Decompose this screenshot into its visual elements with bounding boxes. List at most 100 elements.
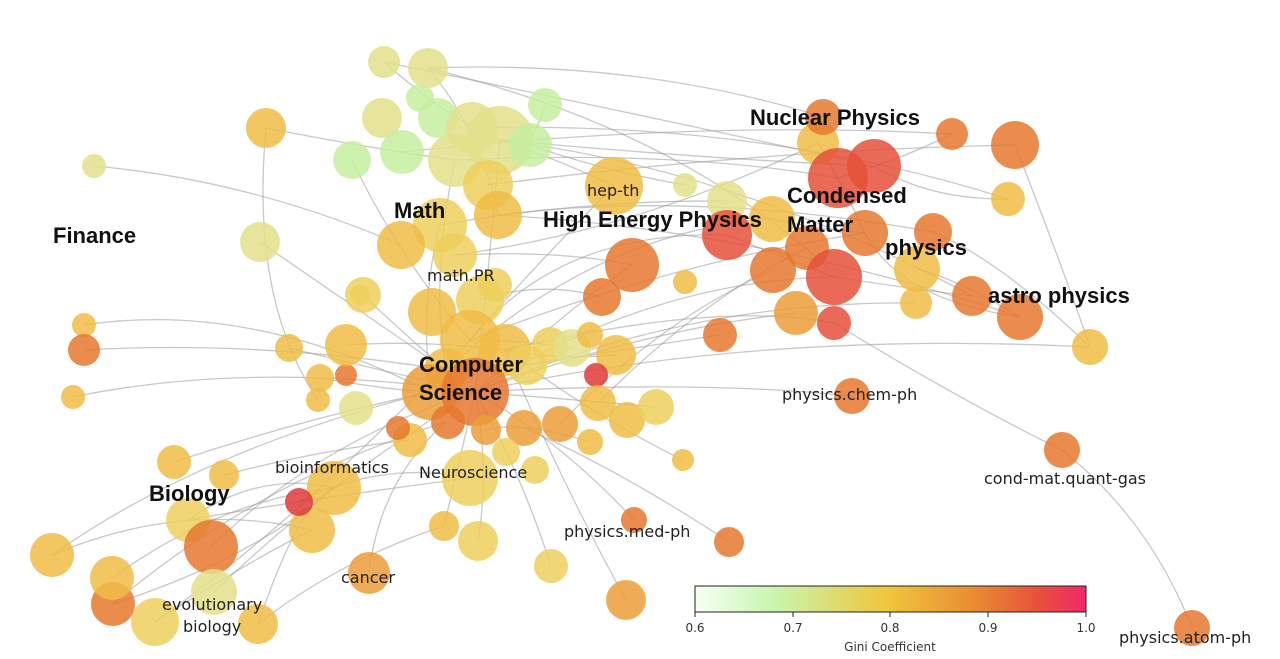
network-node bbox=[621, 507, 647, 533]
label-cancer: cancer bbox=[341, 568, 395, 587]
network-node bbox=[583, 278, 621, 316]
network-node bbox=[521, 456, 549, 484]
network-node bbox=[577, 322, 603, 348]
network-node bbox=[442, 450, 498, 506]
network-node bbox=[285, 488, 313, 516]
colorbar-ticks: 0.6 0.7 0.8 0.9 1.0 bbox=[685, 612, 1096, 635]
colorbar-title: Gini Coefficient bbox=[844, 640, 936, 654]
network-node bbox=[82, 154, 106, 178]
network-edge bbox=[474, 342, 1091, 393]
network-node bbox=[609, 402, 645, 438]
label-physics: physics bbox=[885, 235, 967, 260]
label-evolutionary: evolutionary bbox=[162, 595, 262, 614]
network-edge bbox=[223, 439, 411, 476]
network-edge bbox=[173, 391, 431, 463]
network-node bbox=[348, 552, 390, 594]
network-node bbox=[997, 294, 1043, 340]
label-math-pr: math.PR bbox=[427, 266, 495, 285]
colorbar-gradient bbox=[694, 585, 1087, 613]
network-edge bbox=[1014, 144, 1091, 348]
label-hep-th: hep-th bbox=[587, 181, 639, 200]
network-node bbox=[492, 438, 520, 466]
network-edge bbox=[83, 319, 431, 393]
network-edge bbox=[523, 427, 730, 543]
network-node bbox=[584, 363, 608, 387]
network-node bbox=[577, 429, 603, 455]
network-node bbox=[471, 415, 501, 445]
network-node bbox=[157, 445, 191, 479]
network-node bbox=[714, 527, 744, 557]
label-astro-physics: astro physics bbox=[988, 283, 1130, 308]
label-biology: Biology bbox=[149, 481, 230, 506]
colorbar: 0.6 0.7 0.8 0.9 1.0 Gini Coefficient bbox=[685, 585, 1096, 654]
colorbar-tick-label: 0.8 bbox=[880, 621, 899, 635]
label-physics-chem-ph: physics.chem-ph bbox=[782, 385, 917, 404]
network-node bbox=[408, 288, 456, 336]
network-node bbox=[335, 364, 357, 386]
network-node bbox=[191, 569, 237, 615]
network-node bbox=[605, 238, 659, 292]
network-node bbox=[894, 246, 940, 292]
network-edge bbox=[454, 142, 819, 256]
network-node bbox=[458, 521, 498, 561]
network-node bbox=[30, 533, 74, 577]
network-node bbox=[306, 364, 334, 392]
network-node bbox=[847, 139, 901, 193]
network-edge bbox=[257, 525, 445, 625]
network-edge bbox=[83, 346, 447, 371]
colorbar-tick-label: 0.6 bbox=[685, 621, 704, 635]
network-node bbox=[506, 410, 542, 446]
network-node bbox=[508, 123, 552, 167]
label-cond-mat-quant-gas: cond-mat.quant-gas bbox=[984, 469, 1146, 488]
network-node bbox=[325, 324, 367, 366]
network-node bbox=[991, 182, 1025, 216]
network-node bbox=[774, 291, 818, 335]
network-node bbox=[68, 334, 100, 366]
colorbar-tick-label: 0.9 bbox=[978, 621, 997, 635]
network-node bbox=[750, 247, 796, 293]
label-physics-atom-ph: physics.atom-ph bbox=[1119, 628, 1251, 647]
network-edge bbox=[1061, 449, 1193, 629]
network-edge bbox=[93, 165, 402, 246]
network-node bbox=[131, 598, 179, 646]
network-node bbox=[1044, 432, 1080, 468]
network-node bbox=[478, 268, 512, 302]
network-node bbox=[184, 520, 238, 574]
network-edge bbox=[262, 127, 319, 401]
network-node bbox=[936, 118, 968, 150]
label-high-energy-physics: High Energy Physics bbox=[543, 207, 762, 232]
network-node bbox=[991, 121, 1039, 169]
label-neuroscience: Neuroscience bbox=[419, 463, 527, 482]
network-node bbox=[673, 270, 697, 294]
label-matter: Matter bbox=[787, 212, 853, 237]
network-node bbox=[240, 222, 280, 262]
network-node bbox=[707, 181, 747, 221]
label-finance: Finance bbox=[53, 223, 136, 248]
network-node bbox=[246, 108, 286, 148]
network-node bbox=[209, 460, 239, 490]
colorbar-tick-label: 0.7 bbox=[783, 621, 802, 635]
network-node bbox=[433, 233, 477, 277]
network-node bbox=[528, 88, 562, 122]
network-node bbox=[842, 210, 888, 256]
network-node bbox=[805, 99, 841, 135]
label-nuclear-physics: Nuclear Physics bbox=[750, 105, 920, 130]
network-node bbox=[380, 130, 424, 174]
network-edge bbox=[259, 241, 447, 371]
network-node bbox=[703, 318, 737, 352]
network-node bbox=[580, 385, 616, 421]
network-node bbox=[386, 416, 410, 440]
network-edge bbox=[471, 126, 1009, 200]
network-node bbox=[952, 276, 992, 316]
network-node bbox=[806, 249, 862, 305]
label-computer: Computer bbox=[419, 352, 523, 377]
network-node bbox=[900, 287, 932, 319]
network-edge bbox=[427, 66, 824, 118]
label-science: Science bbox=[419, 380, 502, 405]
network-node bbox=[339, 391, 373, 425]
network-node bbox=[429, 511, 459, 541]
label-math: Math bbox=[394, 198, 445, 223]
network-node bbox=[362, 98, 402, 138]
network-node bbox=[474, 191, 522, 239]
